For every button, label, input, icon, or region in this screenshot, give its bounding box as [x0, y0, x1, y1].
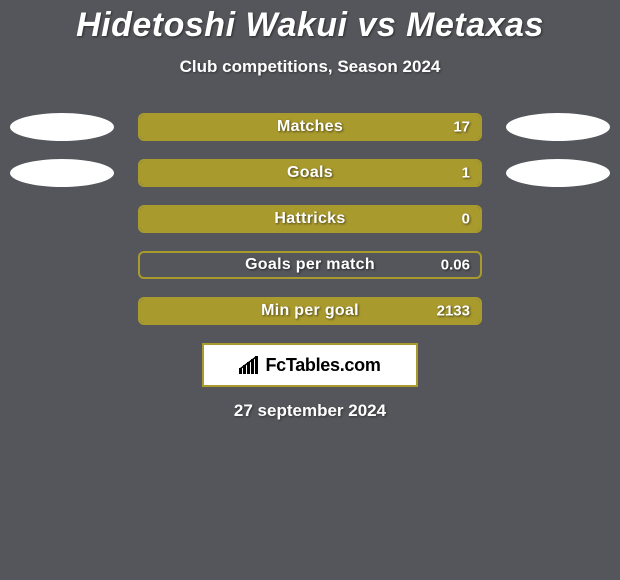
bar-chart-icon: [239, 356, 259, 374]
bar-value: 17: [453, 119, 470, 136]
bar-value: 2133: [437, 303, 470, 320]
brand-box: FcTables.com: [202, 343, 418, 387]
left-ellipse: [10, 159, 114, 187]
stats-list: Matches 17 Goals 1 Hattricks 0 Goals per match…: [0, 113, 620, 325]
left-ellipse: [10, 113, 114, 141]
bar-label: Min per goal: [261, 302, 359, 320]
subtitle: Club competitions, Season 2024: [0, 57, 620, 77]
stat-bar: Goals per match 0.06: [138, 251, 482, 279]
bar-value: 1: [462, 165, 470, 182]
bar-value: 0.06: [441, 257, 470, 274]
right-ellipse: [506, 113, 610, 141]
root: Hidetoshi Wakui vs Metaxas Club competit…: [0, 0, 620, 580]
date: 27 september 2024: [0, 401, 620, 421]
stat-row: Goals 1: [0, 159, 620, 187]
bar-label: Matches: [277, 118, 343, 136]
stat-row: Matches 17: [0, 113, 620, 141]
brand-text: FcTables.com: [265, 355, 380, 376]
bar-label: Hattricks: [274, 210, 345, 228]
right-ellipse: [506, 159, 610, 187]
bar-value: 0: [462, 211, 470, 228]
bar-label: Goals per match: [245, 256, 375, 274]
stat-bar: Goals 1: [138, 159, 482, 187]
stat-bar: Min per goal 2133: [138, 297, 482, 325]
stat-row: Min per goal 2133: [0, 297, 620, 325]
title: Hidetoshi Wakui vs Metaxas: [0, 6, 620, 45]
stat-bar: Matches 17: [138, 113, 482, 141]
stat-row: Hattricks 0: [0, 205, 620, 233]
bar-label: Goals: [287, 164, 333, 182]
stat-bar: Hattricks 0: [138, 205, 482, 233]
stat-row: Goals per match 0.06: [0, 251, 620, 279]
